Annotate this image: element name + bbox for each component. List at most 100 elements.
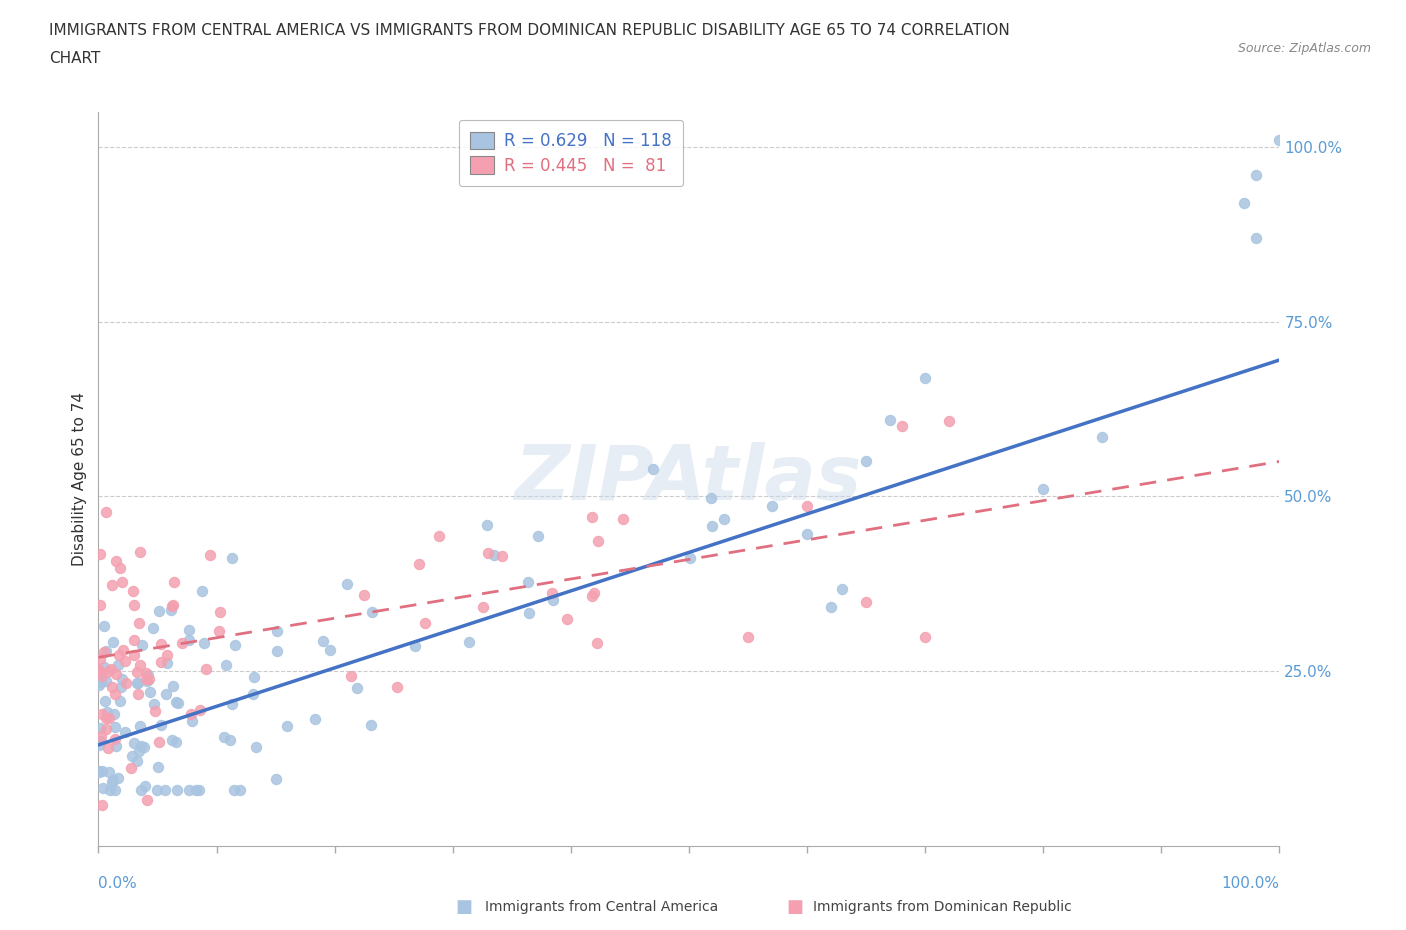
Point	[713, 512, 735, 527]
Point	[195, 661, 218, 676]
Point	[148, 760, 170, 775]
Point	[107, 770, 129, 785]
Point	[612, 512, 634, 526]
Point	[581, 510, 603, 525]
Point	[135, 666, 157, 681]
Point	[641, 461, 664, 476]
Point	[128, 743, 150, 758]
Point	[93, 644, 115, 659]
Point	[184, 783, 207, 798]
Point	[700, 491, 723, 506]
Point	[162, 597, 184, 612]
Point	[340, 669, 363, 684]
Point	[131, 738, 153, 753]
Text: ZIPAtlas: ZIPAtlas	[515, 442, 863, 516]
Point	[243, 670, 266, 684]
Point	[134, 779, 156, 794]
Point	[110, 680, 132, 695]
Point	[107, 658, 129, 672]
Point	[148, 735, 170, 750]
Point	[93, 659, 115, 674]
Point	[103, 707, 125, 722]
Point	[103, 634, 125, 649]
Point	[101, 772, 124, 787]
Text: ■: ■	[456, 897, 472, 916]
Point	[319, 643, 342, 658]
Point	[142, 697, 165, 711]
Point	[134, 739, 156, 754]
Point	[385, 679, 408, 694]
Point	[179, 622, 201, 637]
Point	[679, 551, 702, 565]
Point	[229, 782, 252, 797]
Point	[346, 681, 368, 696]
Point	[110, 694, 132, 709]
Point	[166, 783, 188, 798]
Point	[336, 577, 359, 591]
Point	[108, 648, 131, 663]
Point	[304, 711, 326, 726]
Point	[491, 549, 513, 564]
Point	[121, 583, 143, 598]
Point	[477, 546, 499, 561]
Point	[96, 505, 118, 520]
Point	[938, 414, 960, 429]
Point	[127, 676, 149, 691]
Legend: R = 0.629   N = 118, R = 0.445   N =  81: R = 0.629 N = 118, R = 0.445 N = 81	[458, 120, 683, 186]
Point	[855, 454, 877, 469]
Point	[172, 635, 194, 650]
Point	[90, 733, 112, 748]
Point	[166, 696, 188, 711]
Point	[142, 621, 165, 636]
Point	[156, 655, 179, 670]
Point	[149, 637, 172, 652]
Point	[89, 546, 111, 561]
Point	[128, 718, 150, 733]
Point	[105, 666, 128, 681]
Point	[215, 658, 238, 672]
Point	[1244, 167, 1267, 182]
Point	[1233, 195, 1256, 210]
Point	[190, 583, 212, 598]
Point	[114, 654, 136, 669]
Point	[155, 686, 177, 701]
Point	[187, 783, 209, 798]
Point	[104, 719, 127, 734]
Point	[89, 664, 111, 679]
Point	[129, 658, 152, 672]
Text: CHART: CHART	[49, 51, 101, 66]
Point	[89, 737, 111, 752]
Point	[224, 638, 246, 653]
Point	[404, 639, 426, 654]
Point	[89, 652, 111, 667]
Point	[796, 498, 818, 513]
Point	[87, 663, 110, 678]
Point	[353, 588, 375, 603]
Point	[586, 534, 609, 549]
Point	[104, 783, 127, 798]
Point	[245, 739, 267, 754]
Text: Source: ZipAtlas.com: Source: ZipAtlas.com	[1237, 42, 1371, 55]
Point	[101, 680, 124, 695]
Point	[91, 668, 114, 683]
Text: IMMIGRANTS FROM CENTRAL AMERICA VS IMMIGRANTS FROM DOMINICAN REPUBLIC DISABILITY: IMMIGRANTS FROM CENTRAL AMERICA VS IMMIG…	[49, 23, 1010, 38]
Point	[135, 671, 157, 686]
Point	[472, 600, 495, 615]
Point	[120, 761, 142, 776]
Point	[586, 635, 609, 650]
Point	[179, 632, 201, 647]
Point	[361, 604, 384, 619]
Point	[148, 604, 170, 618]
Point	[914, 630, 936, 644]
Point	[97, 741, 120, 756]
Text: ■: ■	[786, 897, 803, 916]
Point	[1091, 430, 1114, 445]
Point	[146, 783, 169, 798]
Point	[162, 678, 184, 693]
Point	[139, 684, 162, 699]
Point	[129, 545, 152, 560]
Point	[162, 575, 184, 590]
Point	[98, 711, 121, 725]
Point	[219, 733, 242, 748]
Point	[87, 764, 110, 779]
